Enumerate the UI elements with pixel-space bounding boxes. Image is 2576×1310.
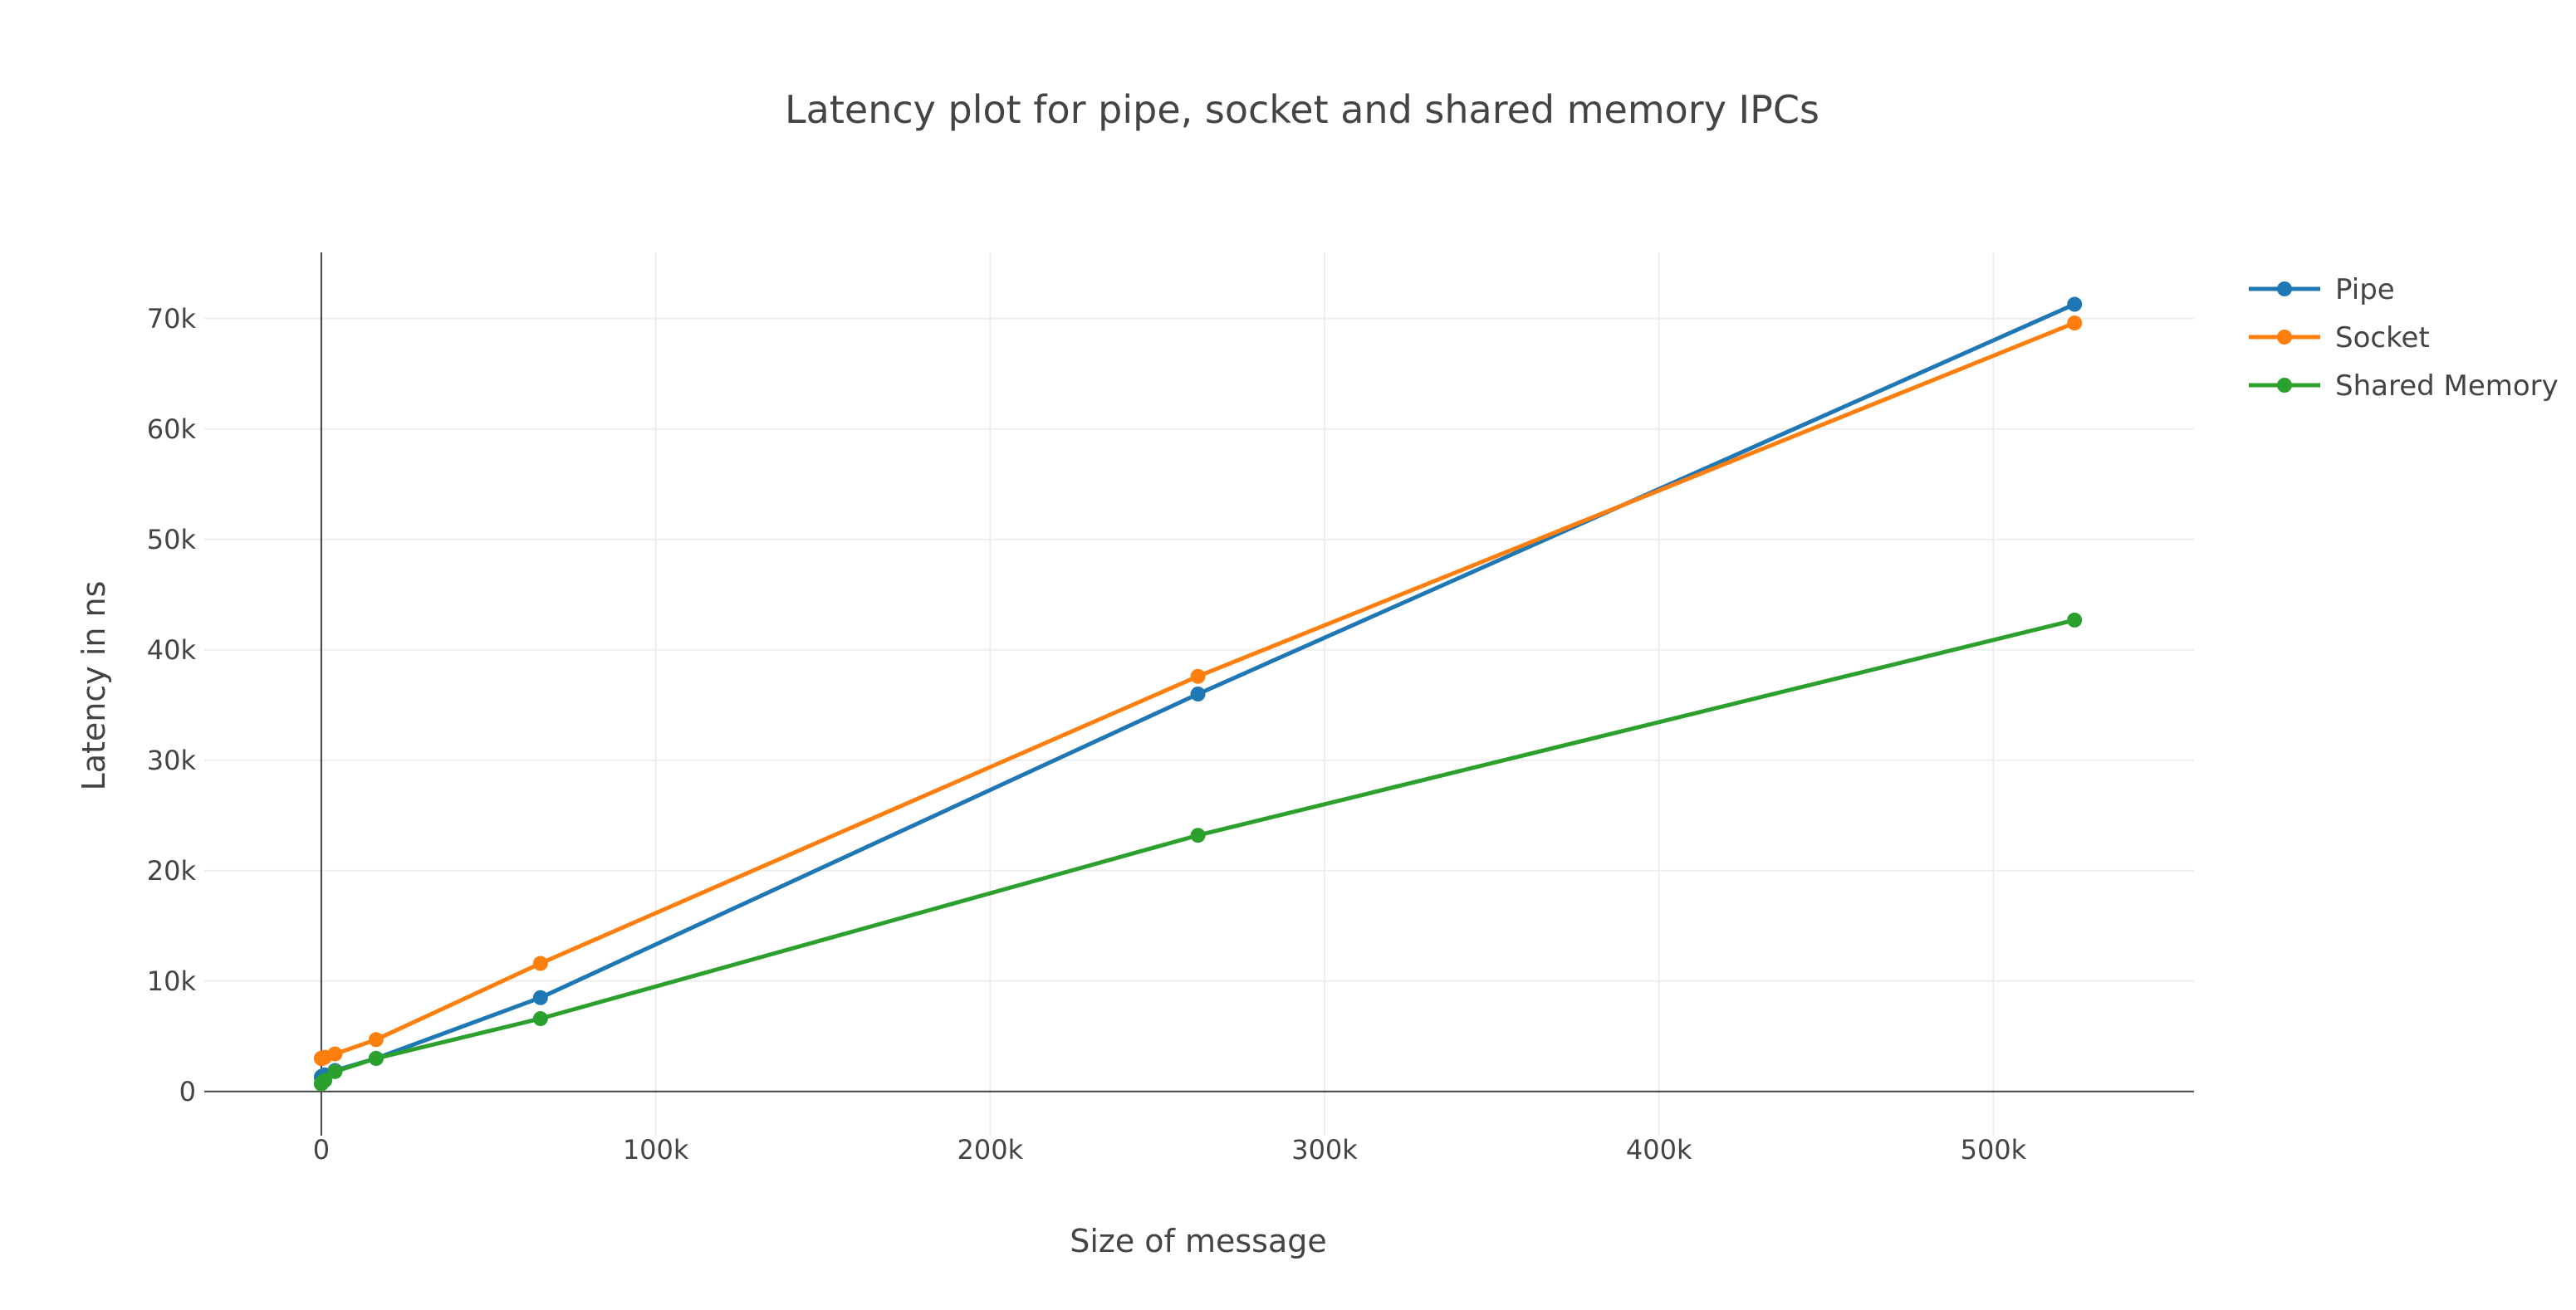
data-point-socket xyxy=(1190,668,1206,684)
y-tick-label: 10k xyxy=(147,965,197,997)
data-point-socket xyxy=(327,1046,343,1062)
data-point-shared-memory xyxy=(1190,828,1206,843)
legend-swatch-marker xyxy=(2277,281,2292,296)
data-point-shared-memory xyxy=(532,1011,548,1027)
legend-label: Pipe xyxy=(2335,273,2395,306)
x-axis-label: Size of message xyxy=(1070,1223,1327,1259)
x-tick-label: 0 xyxy=(313,1134,330,1166)
data-point-shared-memory xyxy=(327,1063,343,1079)
y-tick-label: 0 xyxy=(179,1076,196,1107)
series-shared-memory xyxy=(313,612,2083,1092)
chart-title: Latency plot for pipe, socket and shared… xyxy=(785,87,1819,132)
x-tick-label: 400k xyxy=(1626,1134,1692,1166)
zero-lines xyxy=(204,252,2194,1136)
y-axis-label: Latency in ns xyxy=(76,581,112,791)
x-tick-label: 300k xyxy=(1291,1134,1358,1166)
series-lines xyxy=(313,296,2083,1092)
x-axis-ticks: 0 100k 200k 300k 400k 500k xyxy=(313,1134,2027,1166)
data-point-pipe xyxy=(2067,296,2083,312)
data-point-shared-memory xyxy=(317,1073,333,1088)
data-point-shared-memory xyxy=(368,1050,384,1066)
y-tick-label: 70k xyxy=(147,303,197,335)
data-point-pipe xyxy=(1190,687,1206,701)
legend-item-shared-memory: Shared Memory xyxy=(2249,369,2559,403)
data-point-socket xyxy=(532,956,548,971)
data-point-shared-memory xyxy=(2067,612,2083,628)
y-tick-label: 50k xyxy=(147,524,197,555)
series-pipe xyxy=(313,296,2083,1085)
y-tick-label: 20k xyxy=(147,855,197,887)
series-socket xyxy=(313,315,2083,1066)
data-point-socket xyxy=(2067,315,2083,331)
data-point-pipe xyxy=(532,990,548,1005)
legend-swatch-marker xyxy=(2277,330,2292,345)
y-tick-label: 60k xyxy=(147,413,197,445)
y-axis-ticks: 0 10k 20k 30k 40k 50k 60k 70k xyxy=(147,303,197,1107)
grid-lines xyxy=(204,252,2194,1136)
y-tick-label: 40k xyxy=(147,634,197,666)
y-tick-label: 30k xyxy=(147,745,197,776)
legend-item-pipe: Pipe xyxy=(2249,273,2395,306)
legend-item-socket: Socket xyxy=(2249,321,2430,354)
legend: Pipe Socket Shared Memory xyxy=(2249,273,2559,403)
legend-label: Shared Memory xyxy=(2335,369,2559,403)
legend-swatch-marker xyxy=(2277,378,2292,393)
x-tick-label: 100k xyxy=(623,1134,689,1166)
legend-label: Socket xyxy=(2335,321,2430,354)
x-tick-label: 500k xyxy=(1961,1134,2027,1166)
x-tick-label: 200k xyxy=(957,1134,1024,1166)
data-point-socket xyxy=(368,1032,384,1048)
